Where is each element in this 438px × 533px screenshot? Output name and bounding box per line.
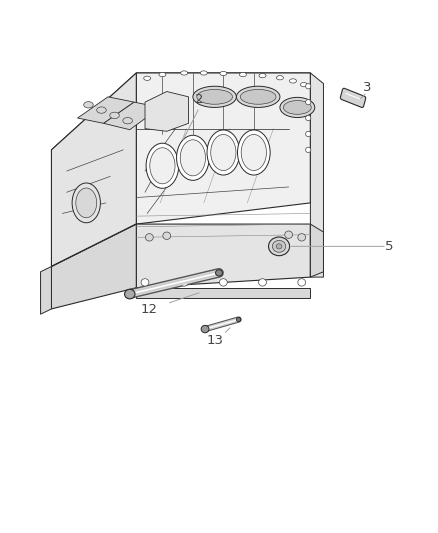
Polygon shape [78, 97, 134, 123]
Text: 5: 5 [385, 240, 393, 253]
Ellipse shape [146, 143, 179, 188]
Ellipse shape [306, 131, 311, 136]
Ellipse shape [259, 74, 266, 78]
Ellipse shape [215, 270, 223, 276]
Polygon shape [104, 102, 160, 130]
Polygon shape [51, 73, 311, 150]
Ellipse shape [124, 289, 135, 299]
Ellipse shape [276, 244, 282, 249]
Ellipse shape [150, 148, 175, 184]
Ellipse shape [258, 279, 266, 286]
Ellipse shape [193, 86, 237, 108]
Ellipse shape [276, 76, 283, 80]
Ellipse shape [237, 317, 241, 321]
Ellipse shape [237, 86, 280, 108]
Ellipse shape [272, 240, 286, 252]
Ellipse shape [298, 233, 306, 241]
Ellipse shape [290, 79, 297, 83]
Ellipse shape [306, 100, 311, 105]
Ellipse shape [197, 90, 233, 104]
Ellipse shape [220, 71, 227, 76]
Ellipse shape [110, 112, 119, 118]
Ellipse shape [141, 279, 149, 286]
Ellipse shape [241, 134, 266, 171]
Ellipse shape [298, 279, 306, 286]
Ellipse shape [145, 233, 153, 241]
Polygon shape [51, 73, 136, 266]
Text: 3: 3 [363, 81, 371, 94]
Polygon shape [136, 288, 311, 298]
Polygon shape [136, 73, 311, 224]
Ellipse shape [163, 232, 171, 239]
Ellipse shape [72, 183, 100, 223]
Ellipse shape [159, 72, 166, 77]
Ellipse shape [200, 71, 207, 75]
Ellipse shape [219, 279, 227, 286]
Ellipse shape [180, 279, 188, 286]
Text: 13: 13 [206, 334, 223, 347]
Ellipse shape [285, 231, 293, 238]
Text: 2: 2 [195, 93, 204, 106]
Ellipse shape [123, 117, 132, 124]
Text: 12: 12 [141, 303, 158, 317]
Polygon shape [311, 224, 323, 277]
FancyBboxPatch shape [340, 88, 366, 108]
Ellipse shape [181, 71, 187, 75]
Ellipse shape [283, 101, 311, 114]
Ellipse shape [207, 130, 240, 175]
Polygon shape [145, 92, 188, 131]
Ellipse shape [177, 135, 209, 180]
Ellipse shape [306, 115, 311, 120]
Polygon shape [51, 224, 136, 309]
Ellipse shape [201, 325, 209, 333]
Ellipse shape [240, 90, 276, 104]
Polygon shape [311, 73, 323, 277]
Ellipse shape [144, 76, 151, 80]
Ellipse shape [300, 83, 307, 87]
Ellipse shape [180, 140, 205, 176]
Ellipse shape [240, 72, 247, 77]
Ellipse shape [268, 237, 290, 256]
Ellipse shape [306, 147, 311, 152]
Ellipse shape [84, 102, 93, 108]
Ellipse shape [280, 98, 315, 117]
Ellipse shape [97, 107, 106, 114]
Polygon shape [41, 266, 51, 314]
Ellipse shape [306, 84, 311, 89]
Polygon shape [136, 224, 311, 288]
Ellipse shape [76, 188, 97, 217]
Ellipse shape [237, 130, 270, 175]
Ellipse shape [211, 134, 236, 171]
